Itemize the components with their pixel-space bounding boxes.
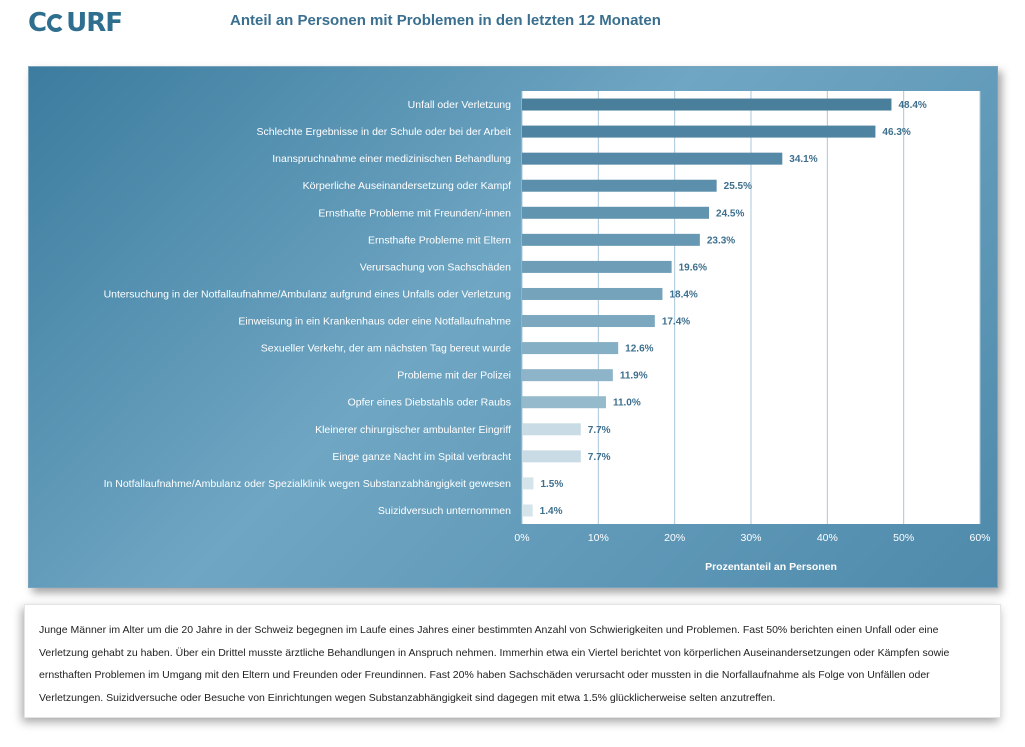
bar <box>522 315 655 328</box>
category-label: Schlechte Ergebnisse in der Schule oder … <box>257 126 512 138</box>
description-box: Junge Männer im Alter um die 20 Jahre in… <box>24 604 1001 718</box>
logo-text: C URF <box>28 8 123 38</box>
x-tick-label: 0% <box>514 532 529 544</box>
x-tick-label: 60% <box>969 532 990 544</box>
x-tick-label: 10% <box>588 532 609 544</box>
data-label: 11.0% <box>613 398 641 409</box>
bar <box>522 125 876 138</box>
data-label: 17.4% <box>662 317 690 328</box>
category-label: Unfall oder Verletzung <box>408 99 511 111</box>
category-label: Opfer eines Diebstahls oder Raubs <box>348 397 511 409</box>
data-label: 46.3% <box>882 127 910 138</box>
category-label: Inanspruchnahme einer medizinischen Beha… <box>272 153 511 165</box>
category-label: Suizidversuch unternommen <box>378 505 511 517</box>
data-label: 18.4% <box>669 289 697 300</box>
category-label: In Notfallaufnahme/Ambulanz oder Spezial… <box>104 478 512 490</box>
category-label: Untersuchung in der Notfallaufnahme/Ambu… <box>104 288 512 300</box>
bar <box>522 233 700 246</box>
category-label: Kleinerer chirurgischer ambulanter Eingr… <box>315 424 511 436</box>
data-label: 1.5% <box>540 479 563 490</box>
chart-title: Anteil an Personen mit Problemen in den … <box>230 12 661 29</box>
csurf-logo: C URF <box>28 8 123 38</box>
data-label: 24.5% <box>716 208 744 219</box>
x-tick-label: 20% <box>664 532 685 544</box>
data-label: 7.7% <box>588 425 611 436</box>
bar <box>522 206 710 219</box>
category-label: Sexueller Verkehr, der am nächsten Tag b… <box>261 343 511 355</box>
bar <box>522 98 892 111</box>
category-label: Einweisung in ein Krankenhaus oder eine … <box>238 316 511 328</box>
bar <box>522 423 581 436</box>
data-label: 7.7% <box>588 452 611 463</box>
bar <box>522 477 534 490</box>
bar <box>522 504 533 517</box>
data-label: 48.4% <box>898 100 926 111</box>
data-label: 34.1% <box>789 154 817 165</box>
bar <box>522 342 619 355</box>
bar <box>522 396 606 409</box>
category-label: Körperliche Auseinandersetzung oder Kamp… <box>303 180 511 192</box>
data-label: 23.3% <box>707 235 735 246</box>
x-tick-label: 30% <box>740 532 761 544</box>
chart-panel: 0% 10% 20% 30% 40% 50% 60% Prozentanteil an Per… <box>28 66 998 588</box>
data-label: 11.9% <box>620 371 648 382</box>
category-label: Einge ganze Nacht im Spital verbracht <box>332 451 511 463</box>
bar <box>522 287 663 300</box>
description-text: Junge Männer im Alter um die 20 Jahre in… <box>39 624 950 704</box>
x-tick-label: 40% <box>817 532 838 544</box>
x-axis-label: Prozentanteil an Personen <box>705 561 837 573</box>
category-label: Verursachung von Sachschäden <box>360 261 511 273</box>
x-tick-label: 50% <box>893 532 914 544</box>
data-label: 25.5% <box>724 181 752 192</box>
bar <box>522 152 783 165</box>
bar <box>522 450 581 463</box>
bar <box>522 179 717 192</box>
category-label: Probleme mit der Polizei <box>397 370 511 382</box>
data-label: 12.6% <box>625 344 653 355</box>
bar-chart: 0% 10% 20% 30% 40% 50% 60% Prozentanteil an Per… <box>104 91 991 573</box>
data-label: 1.4% <box>540 506 563 517</box>
category-label: Ernsthafte Probleme mit Freunden/-innen <box>318 207 511 219</box>
data-label: 19.6% <box>679 262 707 273</box>
bar <box>522 260 672 273</box>
bar <box>522 369 613 382</box>
category-label: Ernsthafte Probleme mit Eltern <box>368 234 511 246</box>
